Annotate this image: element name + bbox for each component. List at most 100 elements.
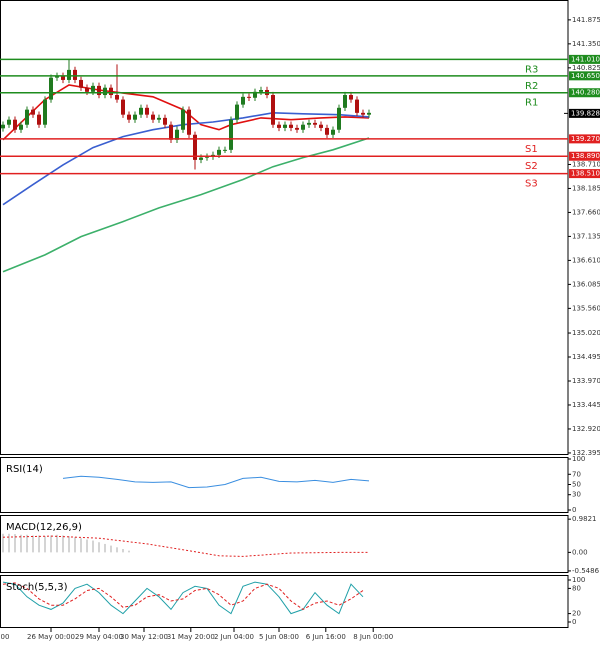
candle-body xyxy=(187,109,191,135)
last-price-box xyxy=(569,108,600,118)
y-tick-label: 20 xyxy=(572,610,581,618)
candle-body xyxy=(181,109,185,130)
candle-body xyxy=(169,124,173,140)
candle-body xyxy=(301,124,305,130)
indicator-line xyxy=(2,137,370,273)
level-price-label: 140.650 xyxy=(571,72,600,80)
y-tick-label: 132.395 xyxy=(572,449,600,457)
last-price-label: 139.828 xyxy=(571,109,600,117)
candle-body xyxy=(313,122,317,125)
level-name: R1 xyxy=(525,98,538,109)
candle-body xyxy=(157,117,161,120)
indicator-line xyxy=(2,535,369,557)
candle-body xyxy=(121,99,125,115)
y-tick-label: 0.00 xyxy=(572,548,588,556)
candle-body xyxy=(43,99,47,125)
level-name: S3 xyxy=(525,179,538,190)
level-price-box xyxy=(569,54,600,64)
candle-body xyxy=(19,124,23,130)
y-tick-label: 100 xyxy=(572,576,585,584)
candle-body xyxy=(223,149,227,151)
y-tick-label: 80 xyxy=(572,584,581,592)
candle-body xyxy=(229,119,233,150)
candle-body xyxy=(289,124,293,128)
candle-body xyxy=(25,109,29,125)
level-price-box xyxy=(569,71,600,81)
candle-body xyxy=(73,69,77,80)
level-price-label: 141.010 xyxy=(571,55,600,63)
level-price-box xyxy=(569,88,600,98)
indicator-line xyxy=(62,475,370,489)
candle-body xyxy=(13,119,17,130)
x-tick-label: 30 May 12:00 xyxy=(120,633,168,641)
level-price-label: 139.270 xyxy=(571,135,600,143)
candle-body xyxy=(55,75,59,78)
y-tick-label: 140.825 xyxy=(572,64,600,72)
x-tick-label: 5 Jun 08:00 xyxy=(259,633,299,641)
candle-body xyxy=(115,95,119,100)
x-tick-label: May 16:00 xyxy=(0,633,9,641)
y-tick-label: 141.875 xyxy=(572,16,600,24)
candle-body xyxy=(241,96,245,105)
candle-body xyxy=(1,124,5,129)
y-tick-label: 0 xyxy=(572,618,576,626)
candle-body xyxy=(295,127,299,130)
panel-title: Stoch(5,5,3) xyxy=(6,582,68,593)
y-tick-label: 134.495 xyxy=(572,353,600,361)
y-tick-label: 138.710 xyxy=(572,160,600,168)
candle-body xyxy=(145,107,149,115)
y-tick-label: -0.5486 xyxy=(572,567,600,575)
y-tick-label: 136.085 xyxy=(572,280,600,288)
y-tick-label: 132.920 xyxy=(572,425,600,433)
candle-body xyxy=(49,77,53,100)
candle-body xyxy=(205,156,209,158)
y-tick-label: 133.445 xyxy=(572,401,600,409)
x-tick-label: 2 Jun 04:00 xyxy=(214,633,254,641)
candle-body xyxy=(199,157,203,160)
level-name: S1 xyxy=(525,144,538,155)
candle-body xyxy=(67,69,71,80)
level-name: S2 xyxy=(525,161,538,172)
candle-body xyxy=(277,124,281,128)
candle-body xyxy=(259,89,263,92)
x-tick-label: 26 May 00:00 xyxy=(27,633,75,641)
candle-body xyxy=(325,127,329,135)
indicator-line xyxy=(2,84,370,141)
y-tick-label: 0.9821 xyxy=(572,515,597,523)
x-tick-label: 6 Jun 16:00 xyxy=(306,633,346,641)
indicator-line xyxy=(2,582,364,610)
y-tick-label: 30 xyxy=(572,491,581,499)
candle-body xyxy=(355,99,359,113)
level-price-label: 138.510 xyxy=(571,170,600,178)
candle-body xyxy=(283,124,287,128)
x-tick-label: 29 May 04:00 xyxy=(75,633,123,641)
candle-body xyxy=(193,134,197,160)
panel-title: MACD(12,26,9) xyxy=(6,522,82,533)
y-tick-label: 50 xyxy=(572,480,581,488)
level-price-box xyxy=(569,169,600,179)
x-tick-label: 8 Jun 00:00 xyxy=(353,633,393,641)
candle-body xyxy=(343,95,347,108)
candle-body xyxy=(367,112,371,115)
y-tick-label: 70 xyxy=(572,470,581,478)
candle-body xyxy=(271,95,275,125)
candle-body xyxy=(163,117,167,125)
candle-body xyxy=(331,129,335,135)
candle-body xyxy=(91,85,95,92)
y-tick-label: 141.350 xyxy=(572,40,600,48)
panel-frame xyxy=(0,457,569,513)
candle-body xyxy=(133,114,137,120)
panel-title: RSI(14) xyxy=(6,464,43,475)
candle-body xyxy=(97,85,101,96)
candle-body xyxy=(175,129,179,140)
candle-body xyxy=(247,96,251,98)
candle-body xyxy=(349,95,353,100)
level-price-label: 138.890 xyxy=(571,152,600,160)
y-tick-label: 137.135 xyxy=(572,232,600,240)
candle-body xyxy=(139,107,143,115)
candle-body xyxy=(61,75,65,80)
y-tick-label: 135.020 xyxy=(572,329,600,337)
